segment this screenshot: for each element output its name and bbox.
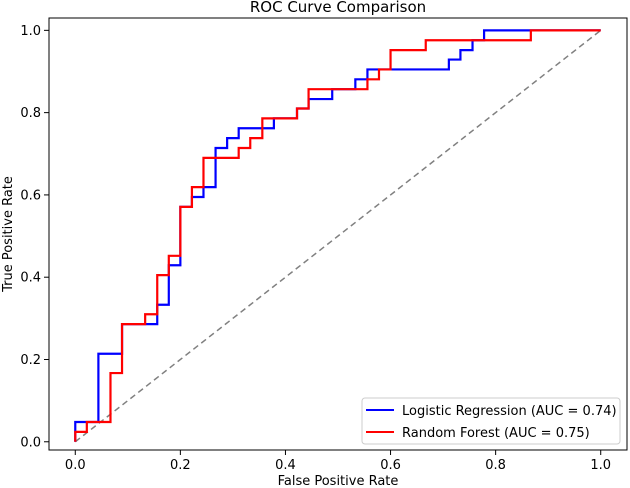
legend-entry-random-forest: Random Forest (AUC = 0.75) <box>402 426 590 441</box>
random-forest-line <box>74 29 601 442</box>
y-tick-label: 0.0 <box>20 435 41 450</box>
legend-entry-logistic-regression: Logistic Regression (AUC = 0.74) <box>402 404 617 419</box>
x-tick-label: 1.0 <box>590 458 611 473</box>
x-tick-label: 0.8 <box>485 458 506 473</box>
y-tick-label: 0.6 <box>20 188 41 203</box>
x-tick-label: 0.6 <box>380 458 401 473</box>
y-tick-label: 0.8 <box>20 106 41 121</box>
y-axis: 0.0 0.2 0.4 0.6 0.8 1.0 <box>20 24 49 450</box>
legend-box <box>361 397 621 445</box>
y-tick-label: 0.2 <box>20 353 41 368</box>
y-tick-label: 0.4 <box>20 271 41 286</box>
chart-title: ROC Curve Comparison <box>250 0 426 16</box>
x-axis-label: False Positive Rate <box>278 474 399 488</box>
axes-frame <box>48 17 628 451</box>
x-axis: 0.0 0.2 0.4 0.6 0.8 1.0 <box>65 450 611 473</box>
x-tick-label: 0.4 <box>275 458 296 473</box>
x-tick-label: 0.0 <box>65 458 86 473</box>
y-tick-label: 1.0 <box>20 24 41 39</box>
plot-area <box>74 29 602 443</box>
y-axis-label: True Positive Rate <box>1 176 16 293</box>
chance-diagonal-line <box>74 29 602 443</box>
logistic-regression-line <box>74 29 601 442</box>
legend: Logistic Regression (AUC = 0.74) Random … <box>361 397 621 445</box>
x-tick-label: 0.2 <box>170 458 191 473</box>
